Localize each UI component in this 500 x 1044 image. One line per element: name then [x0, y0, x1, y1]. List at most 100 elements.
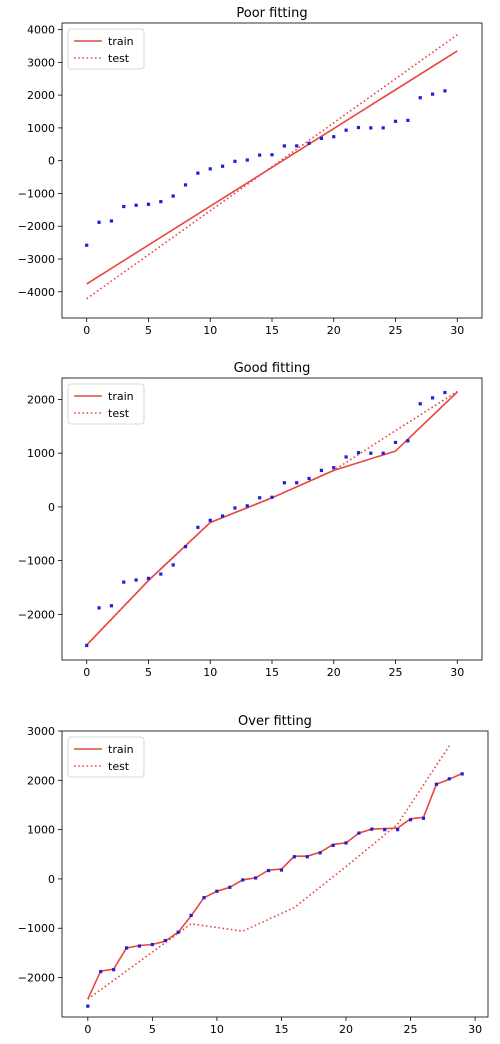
y-tick-label: 0 [48, 501, 55, 514]
series-test-line [87, 745, 450, 1000]
legend-label-train: train [108, 390, 134, 403]
x-tick-label: 15 [265, 324, 279, 337]
data-point [176, 930, 180, 934]
data-point [97, 220, 101, 224]
data-point [430, 92, 435, 96]
series-test-line [86, 390, 458, 646]
y-tick-label: −2000 [18, 972, 55, 985]
legend-label-train: train [108, 743, 134, 756]
data-point [270, 153, 274, 157]
data-point [383, 828, 387, 832]
plot-area [85, 34, 458, 300]
data-point [344, 841, 348, 845]
data-point [418, 96, 422, 100]
y-tick-label: −1000 [18, 555, 55, 568]
y-tick-label: 1000 [27, 824, 55, 837]
data-point [109, 604, 114, 608]
chart-title: Good fitting [234, 361, 311, 376]
legend-box [67, 28, 145, 70]
data-point [270, 495, 274, 499]
data-point [460, 772, 464, 776]
data-point [196, 171, 200, 175]
y-tick-label: 1000 [27, 122, 55, 135]
data-point [124, 946, 129, 950]
plot-area [85, 390, 458, 648]
chart-2: Good fitting 0 5 10 15 20 25 30 −2000 −1000 0 1000 2… [18, 361, 483, 679]
data-point [122, 580, 126, 584]
data-point [85, 243, 89, 247]
data-point [421, 816, 426, 820]
x-tick-label: 0 [83, 666, 90, 679]
series-test-line [86, 34, 458, 300]
data-point [344, 128, 348, 132]
legend-label-train: train [108, 35, 134, 48]
data-point [393, 440, 398, 445]
data-point [381, 126, 385, 130]
data-point [134, 578, 138, 582]
x-tick-label: 20 [327, 324, 341, 337]
x-tick-label: 0 [84, 1023, 91, 1036]
data-point [85, 643, 89, 648]
x-tick-label: 30 [468, 1023, 482, 1036]
data-point [279, 868, 284, 872]
y-tick-label: 2000 [27, 89, 55, 102]
data-point [228, 885, 232, 889]
data-point [369, 126, 373, 130]
data-point [266, 868, 271, 873]
data-point [406, 439, 410, 443]
x-tick-label: 25 [389, 324, 403, 337]
data-point [159, 572, 163, 576]
x-tick-label: 5 [145, 666, 152, 679]
legend-label-test: test [108, 760, 130, 773]
data-point [215, 889, 219, 893]
data-point [447, 777, 451, 781]
y-tick-label: 4000 [27, 24, 55, 37]
data-point [418, 402, 422, 406]
x-tick-label: 15 [274, 1023, 288, 1036]
data-point [233, 506, 237, 510]
data-point [241, 878, 245, 882]
data-point [430, 396, 435, 400]
y-tick-label: −4000 [18, 286, 55, 299]
y-tick-label: 0 [48, 155, 55, 168]
data-point [282, 481, 286, 485]
x-tick-label: 10 [203, 324, 217, 337]
data-point [137, 944, 142, 948]
data-point [408, 818, 413, 822]
y-tick-label: −1000 [18, 922, 55, 935]
data-point [220, 514, 225, 518]
series-train-line [87, 772, 463, 1000]
series-train-line [86, 391, 458, 646]
data-point [356, 125, 361, 130]
data-point [233, 159, 237, 163]
plot-area [86, 745, 464, 1008]
y-tick-label: 0 [48, 873, 55, 886]
data-point [443, 390, 447, 395]
data-point [332, 466, 336, 470]
data-point [163, 938, 167, 943]
data-point [189, 913, 193, 918]
x-tick-label: 25 [404, 1023, 418, 1036]
legend-box [67, 383, 145, 425]
axes-frame [61, 730, 489, 1018]
y-tick-label: 1000 [27, 447, 55, 460]
x-tick-label: 20 [327, 666, 341, 679]
data-point [381, 451, 385, 455]
x-tick-label: 30 [450, 324, 464, 337]
x-tick-label: 0 [83, 324, 90, 337]
data-point [443, 89, 447, 93]
data-point [318, 851, 322, 855]
y-tick-label: 3000 [27, 56, 55, 69]
data-point [245, 504, 249, 508]
data-point [122, 204, 126, 209]
data-point [150, 942, 154, 947]
legend: train test [67, 383, 145, 425]
data-point [319, 136, 324, 140]
data-point [208, 167, 212, 171]
legend-label-test: test [108, 407, 130, 420]
chart-1: Poor fitting 0 5 10 15 20 25 30 −4000 −3000 −2000 −… [18, 6, 483, 337]
chart-title: Over fitting [238, 714, 312, 729]
data-point [109, 219, 114, 223]
legend: train test [67, 736, 145, 778]
data-point [295, 144, 299, 148]
